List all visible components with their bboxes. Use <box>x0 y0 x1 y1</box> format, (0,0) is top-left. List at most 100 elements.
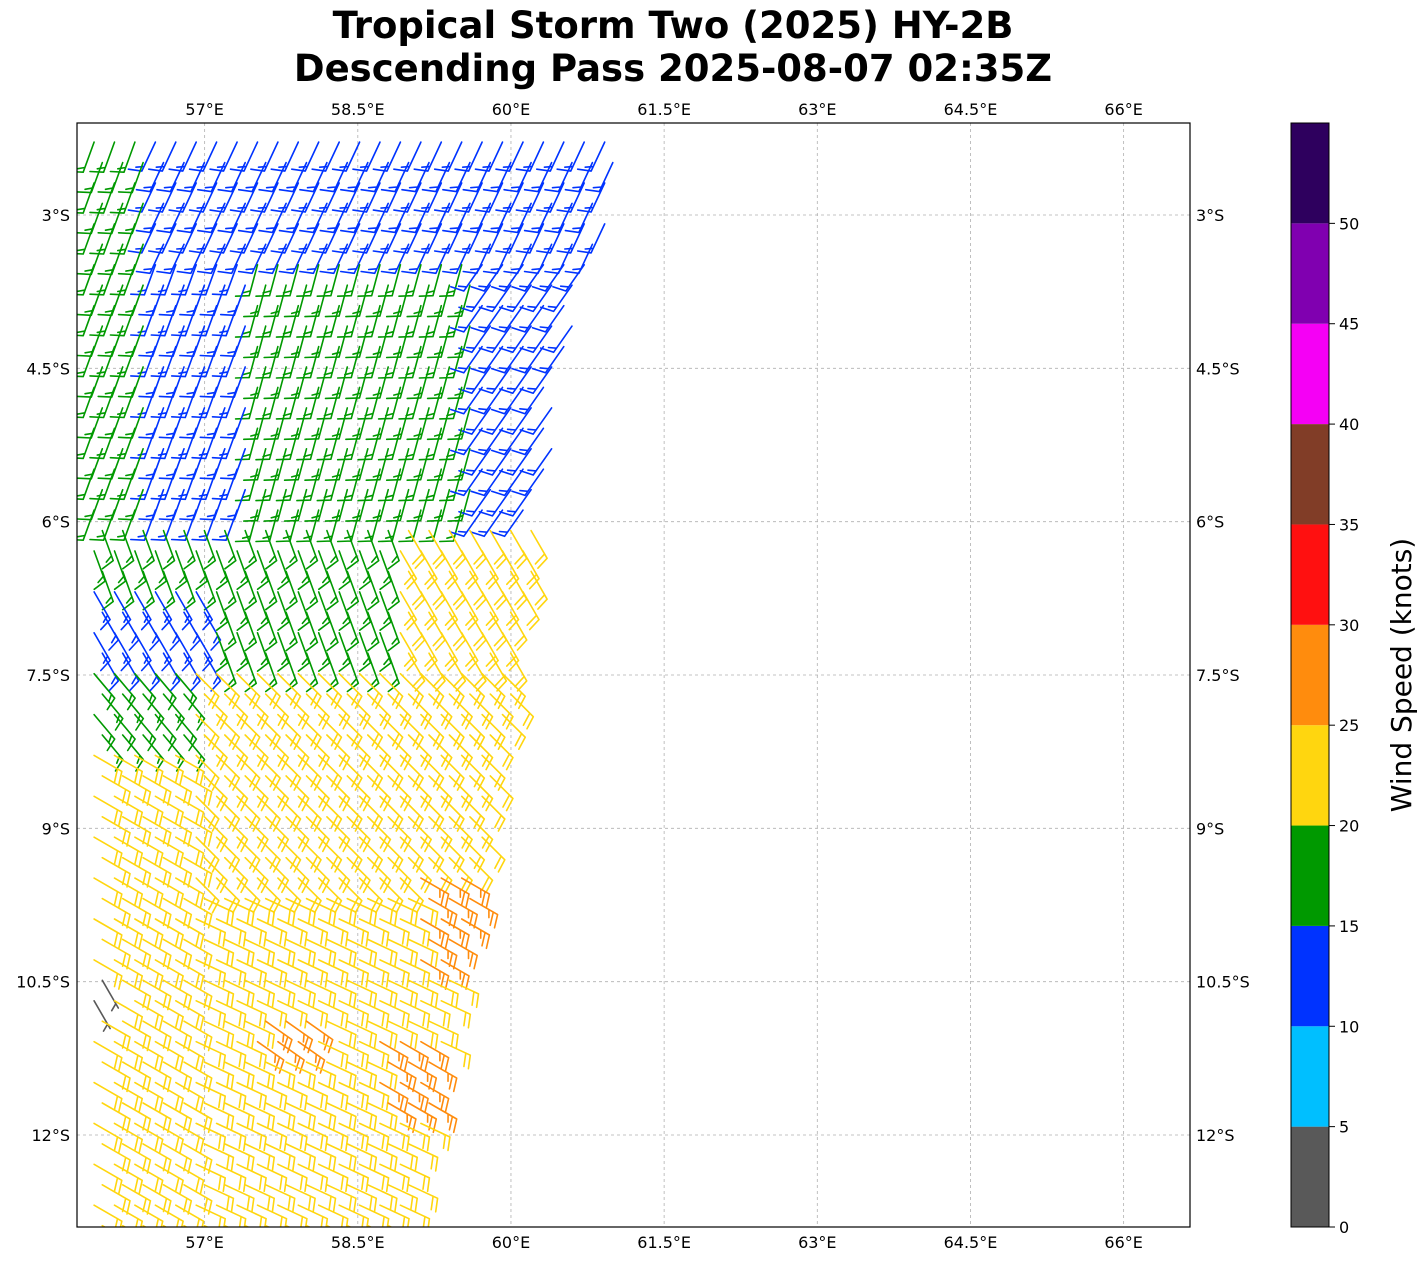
wind-barb <box>379 754 404 791</box>
wind-barb <box>519 325 553 354</box>
wind-barb <box>460 632 479 672</box>
wind-barb <box>244 775 269 812</box>
wind-barb <box>101 1102 131 1134</box>
wind-barb <box>319 243 349 275</box>
wind-barb <box>236 550 249 591</box>
wind-barb <box>224 1143 255 1172</box>
wind-barb <box>179 448 206 480</box>
wind-barb <box>367 570 380 611</box>
wind-barb <box>489 570 508 610</box>
wind-barb <box>256 591 270 631</box>
wind-barb <box>283 488 308 522</box>
wind-barb <box>407 938 439 968</box>
colorbar-tick-label: 0 <box>1339 1218 1349 1237</box>
wind-barb <box>203 775 228 812</box>
wind-barb <box>237 243 267 275</box>
wind-barb <box>175 795 205 827</box>
wind-barb <box>89 304 116 337</box>
wind-barb <box>203 1020 235 1049</box>
wind-barb <box>440 1040 472 1070</box>
wind-barb <box>531 304 565 333</box>
wind-barb <box>236 877 261 914</box>
wind-barb <box>224 1020 255 1049</box>
wind-barb <box>358 713 383 750</box>
wind-barb <box>211 468 238 501</box>
wind-barb <box>285 611 298 652</box>
wind-barb <box>426 325 451 359</box>
wind-barb <box>93 959 123 990</box>
map-frame <box>76 122 1191 1228</box>
wind-barb <box>420 877 450 909</box>
wind-barb <box>406 284 430 318</box>
wind-barb <box>89 264 116 296</box>
wind-barb <box>170 386 197 419</box>
wind-barb <box>448 775 473 812</box>
wind-barb <box>482 202 512 234</box>
wind-barb <box>448 611 467 651</box>
wind-barb <box>264 611 278 652</box>
wind-barb <box>154 836 184 868</box>
wind-barb <box>297 672 322 710</box>
wind-barb <box>470 509 504 538</box>
wind-barb <box>244 570 257 611</box>
lat-tick-label-right: 7.5°S <box>1196 666 1240 685</box>
wind-barb <box>448 816 473 853</box>
wind-barb <box>138 325 165 357</box>
wind-barb <box>203 1143 235 1172</box>
wind-barb <box>93 1122 123 1154</box>
wind-barb <box>285 1184 316 1213</box>
wind-barb <box>346 1143 378 1172</box>
wind-barb <box>399 672 424 710</box>
wind-barb <box>277 754 302 791</box>
wind-barb <box>490 427 524 456</box>
wind-barb <box>191 345 218 378</box>
wind-barb <box>117 325 144 357</box>
wind-barb <box>162 652 181 692</box>
wind-barb <box>481 632 499 672</box>
wind-barb <box>531 264 565 292</box>
wind-barb <box>89 345 116 378</box>
wind-barb <box>501 632 520 672</box>
wind-barb <box>224 693 249 730</box>
wind-barb <box>379 795 404 832</box>
wind-barb <box>236 672 261 710</box>
wind-barb <box>89 427 116 460</box>
wind-barb <box>93 754 123 786</box>
wind-barb <box>387 652 400 693</box>
wind-barb <box>358 795 383 832</box>
lon-tick-label-bottom: 64.5°E <box>944 1233 998 1252</box>
wind-barb <box>236 713 261 750</box>
wind-barb <box>244 1020 275 1049</box>
wind-barb <box>256 672 281 710</box>
wind-barb <box>305 1143 337 1172</box>
lat-tick-label-right: 9°S <box>1196 819 1224 838</box>
colorbar-bin <box>1291 424 1329 525</box>
wind-barb <box>340 243 369 275</box>
wind-barb <box>406 488 430 522</box>
wind-barb <box>77 264 95 296</box>
wind-barb <box>215 754 241 791</box>
wind-barb <box>317 754 343 791</box>
wind-barb <box>336 509 361 543</box>
wind-barb <box>101 856 131 888</box>
colorbar: 0 5 10 15 20 25 30 35 40 45 50 <box>1290 122 1359 1237</box>
wind-barb <box>440 959 470 990</box>
wind-barb <box>89 223 116 255</box>
wind-barb <box>158 488 185 521</box>
wind-barb <box>387 1102 417 1134</box>
wind-barb <box>450 509 483 538</box>
wind-barb <box>305 652 319 693</box>
wind-barb <box>380 161 410 193</box>
wind-barb <box>346 856 371 894</box>
colorbar-bin <box>1291 624 1329 726</box>
wind-barb <box>244 856 269 894</box>
lat-tick-label-right: 3°S <box>1196 206 1224 225</box>
wind-barb <box>97 448 124 480</box>
wind-barb <box>237 202 267 234</box>
wind-barb <box>358 591 372 631</box>
wind-barb <box>77 161 104 194</box>
colorbar-bin <box>1291 1126 1329 1227</box>
wind-barb <box>317 713 343 750</box>
wind-barb <box>101 897 131 929</box>
wind-barb <box>544 161 573 193</box>
